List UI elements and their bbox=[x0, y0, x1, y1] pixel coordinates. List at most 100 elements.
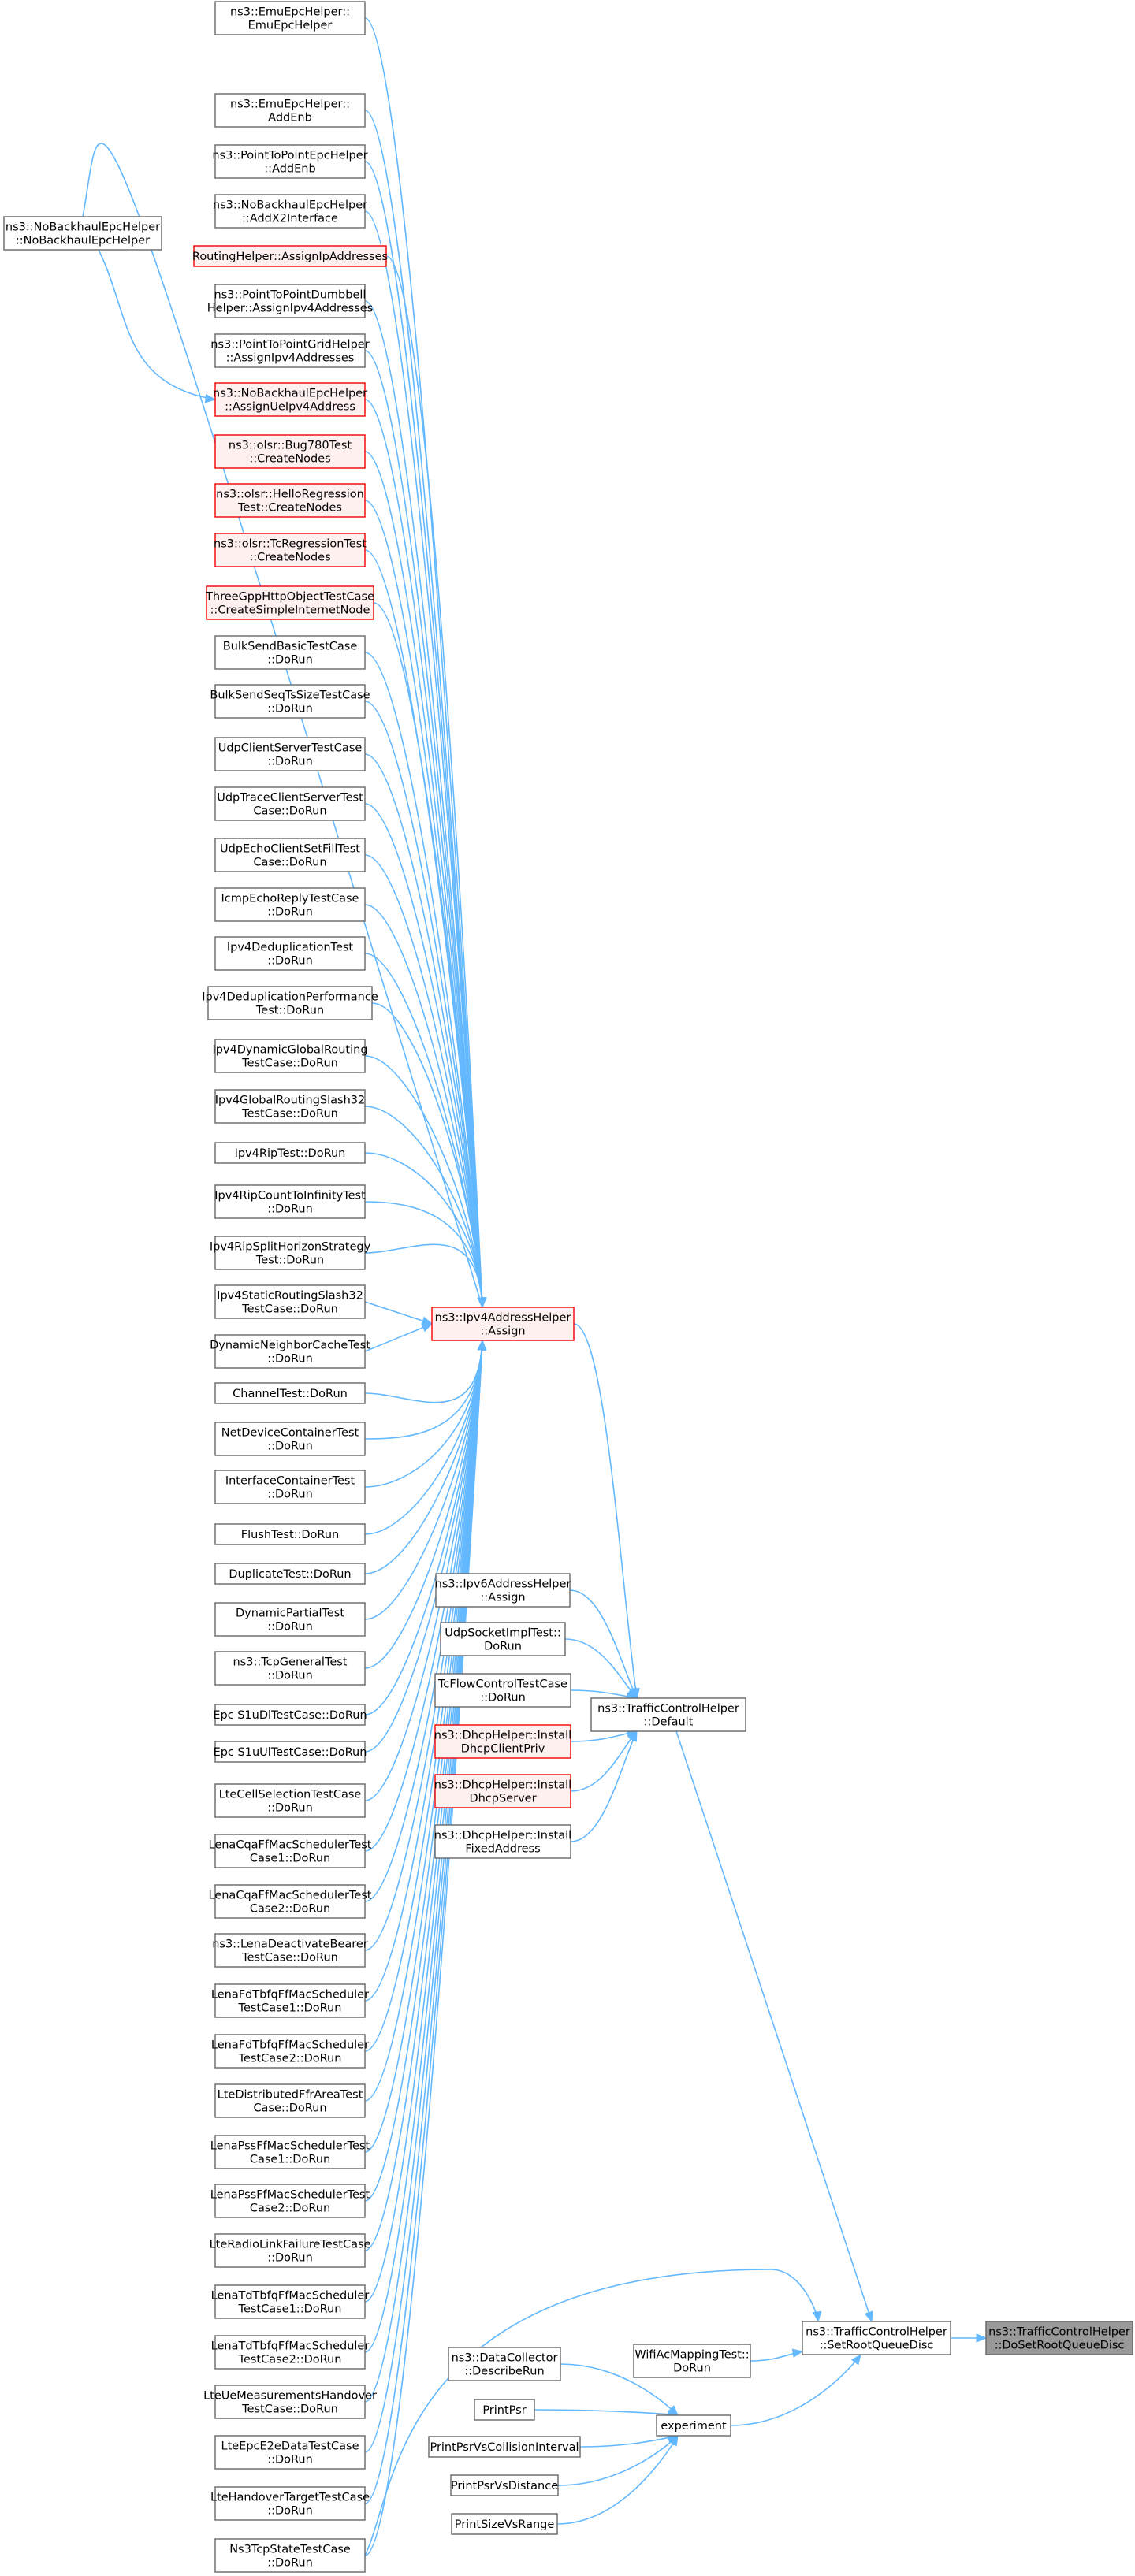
node-box[interactable] bbox=[214, 635, 366, 670]
node-box[interactable] bbox=[214, 93, 366, 128]
node-box[interactable] bbox=[214, 1184, 366, 1219]
node-n08[interactable]: ns3::NoBackhaulEpcHelper::AssignUeIpv4Ad… bbox=[213, 382, 367, 417]
node-box[interactable] bbox=[214, 887, 366, 922]
node-box[interactable] bbox=[435, 1573, 571, 1608]
node-box[interactable] bbox=[214, 284, 366, 318]
node-box[interactable] bbox=[214, 1563, 366, 1585]
node-datacoll[interactable]: ns3::DataCollector::DescribeRun bbox=[448, 2347, 561, 2381]
node-experiment[interactable]: experiment bbox=[656, 2414, 731, 2437]
node-box[interactable] bbox=[431, 1307, 575, 1341]
node-box[interactable] bbox=[434, 1774, 571, 1808]
node-box[interactable] bbox=[450, 2474, 559, 2496]
node-n51[interactable]: LteHandoverTargetTestCase::DoRun bbox=[210, 2486, 370, 2521]
node-box[interactable] bbox=[193, 245, 387, 267]
node-box[interactable] bbox=[214, 2435, 366, 2470]
node-box[interactable] bbox=[207, 986, 373, 1020]
node-box[interactable] bbox=[214, 1933, 366, 1968]
node-target[interactable]: ns3::TrafficControlHelper::DoSetRootQueu… bbox=[985, 2321, 1133, 2355]
node-n34[interactable]: ns3::TcpGeneralTest::DoRun bbox=[214, 1651, 366, 1686]
node-box[interactable] bbox=[214, 1422, 366, 1456]
node-n06[interactable]: ns3::PointToPointDumbbellHelper::AssignI… bbox=[207, 284, 373, 318]
node-box[interactable] bbox=[440, 1622, 566, 1656]
node-nb[interactable]: ns3::NoBackhaulEpcHelper::NoBackhaulEpcH… bbox=[3, 216, 162, 251]
node-n18[interactable]: IcmpEchoReplyTestCase::DoRun bbox=[214, 887, 366, 922]
node-box[interactable] bbox=[214, 1236, 366, 1270]
node-box[interactable] bbox=[428, 2436, 581, 2458]
node-n14[interactable]: BulkSendSeqTsSizeTestCase::DoRun bbox=[210, 684, 370, 719]
node-box[interactable] bbox=[214, 194, 366, 229]
node-n01[interactable]: ns3::EmuEpcHelper::EmuEpcHelper bbox=[214, 1, 366, 35]
node-box[interactable] bbox=[214, 1334, 366, 1369]
node-box[interactable] bbox=[214, 684, 366, 719]
node-ipv4[interactable]: ns3::Ipv4AddressHelper::Assign bbox=[431, 1307, 575, 1341]
node-box[interactable] bbox=[214, 2184, 366, 2218]
node-box[interactable] bbox=[214, 1741, 366, 1763]
node-n36[interactable]: Epc S1uUlTestCase::DoRun bbox=[214, 1741, 367, 1763]
node-box[interactable] bbox=[214, 1039, 366, 1073]
node-n28[interactable]: ChannelTest::DoRun bbox=[214, 1382, 366, 1404]
node-printpsr[interactable]: PrintPsr bbox=[474, 2399, 535, 2421]
node-box[interactable] bbox=[214, 1884, 366, 1919]
node-box[interactable] bbox=[214, 1142, 366, 1164]
node-n12[interactable]: ThreeGppHttpObjectTestCase::CreateSimple… bbox=[205, 585, 374, 620]
node-box[interactable] bbox=[214, 1, 366, 35]
node-box[interactable] bbox=[434, 1673, 571, 1708]
node-box[interactable] bbox=[214, 2233, 366, 2268]
node-box[interactable] bbox=[214, 786, 366, 821]
node-box[interactable] bbox=[214, 1284, 366, 1319]
node-box[interactable] bbox=[214, 2385, 366, 2419]
node-box[interactable] bbox=[214, 1834, 366, 1868]
node-box[interactable] bbox=[214, 1651, 366, 1686]
node-box[interactable] bbox=[214, 1089, 366, 1124]
node-n31[interactable]: FlushTest::DoRun bbox=[214, 1523, 366, 1545]
node-n03[interactable]: ns3::PointToPointEpcHelper::AddEnb bbox=[212, 144, 368, 179]
node-setroot[interactable]: ns3::TrafficControlHelper::SetRootQueueD… bbox=[802, 2321, 951, 2355]
node-n07[interactable]: ns3::PointToPointGridHelper::AssignIpv4A… bbox=[210, 333, 370, 368]
node-box[interactable] bbox=[434, 1724, 571, 1759]
node-n27[interactable]: DynamicNeighborCacheTest::DoRun bbox=[210, 1334, 370, 1369]
node-box[interactable] bbox=[214, 2284, 366, 2319]
node-n04[interactable]: ns3::NoBackhaulEpcHelper::AddX2Interface bbox=[213, 194, 367, 229]
node-box[interactable] bbox=[214, 737, 366, 771]
node-box[interactable] bbox=[451, 2513, 558, 2535]
node-box[interactable] bbox=[985, 2321, 1133, 2355]
node-n19[interactable]: Ipv4DeduplicationTest::DoRun bbox=[214, 936, 366, 971]
node-n05[interactable]: RoutingHelper::AssignIpAddresses bbox=[192, 245, 388, 267]
node-n29[interactable]: NetDeviceContainerTest::DoRun bbox=[214, 1422, 366, 1456]
node-n37[interactable]: LteCellSelectionTestCase::DoRun bbox=[214, 1783, 366, 1818]
node-box[interactable] bbox=[214, 2335, 366, 2370]
node-udpsock[interactable]: UdpSocketImplTest::DoRun bbox=[440, 1622, 566, 1656]
node-printsize[interactable]: PrintSizeVsRange bbox=[451, 2513, 558, 2535]
node-box[interactable] bbox=[3, 216, 162, 251]
node-n10[interactable]: ns3::olsr::HelloRegressionTest::CreateNo… bbox=[214, 483, 366, 518]
node-box[interactable] bbox=[214, 483, 366, 518]
node-box[interactable] bbox=[802, 2321, 951, 2355]
node-n30[interactable]: InterfaceContainerTest::DoRun bbox=[214, 1470, 366, 1504]
node-box[interactable] bbox=[214, 936, 366, 971]
node-box[interactable] bbox=[656, 2414, 731, 2437]
node-box[interactable] bbox=[214, 144, 366, 179]
node-box[interactable] bbox=[214, 1382, 366, 1404]
node-box[interactable] bbox=[474, 2399, 535, 2421]
node-n09[interactable]: ns3::olsr::Bug780Test::CreateNodes bbox=[214, 434, 366, 469]
node-n46[interactable]: LteRadioLinkFailureTestCase::DoRun bbox=[210, 2233, 371, 2268]
node-box[interactable] bbox=[214, 382, 366, 417]
node-n23[interactable]: Ipv4RipTest::DoRun bbox=[214, 1142, 366, 1164]
node-box[interactable] bbox=[448, 2347, 561, 2381]
node-n33[interactable]: DynamicPartialTest::DoRun bbox=[214, 1602, 366, 1637]
node-ipv6[interactable]: ns3::Ipv6AddressHelper::Assign bbox=[435, 1573, 571, 1608]
